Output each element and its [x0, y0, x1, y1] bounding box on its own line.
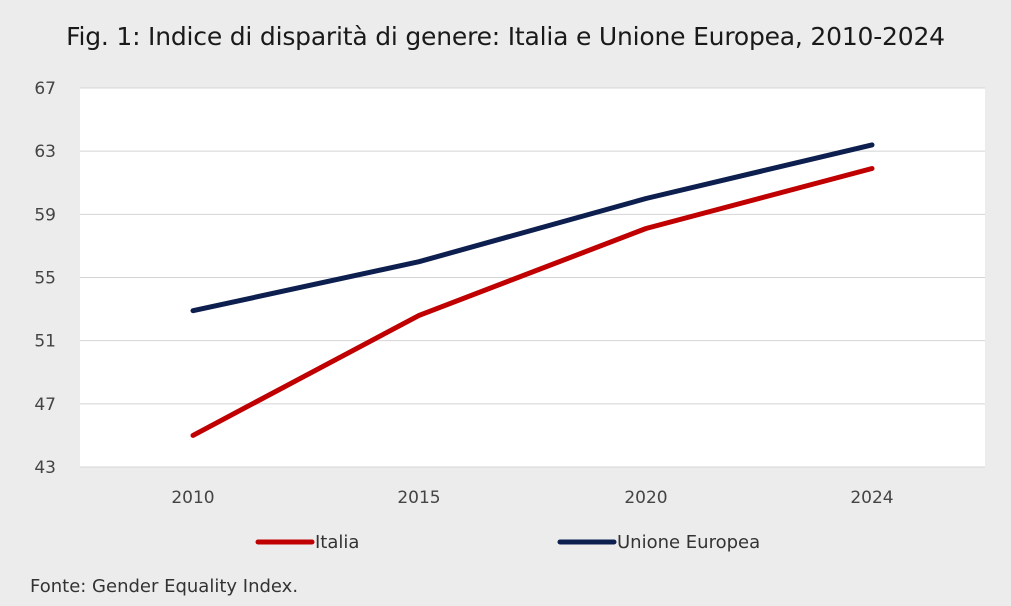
- legend-label: Italia: [315, 532, 359, 553]
- series-line-1: [190, 142, 875, 314]
- y-tick-label: 47: [34, 395, 56, 415]
- y-tick-label: 51: [34, 332, 56, 352]
- x-tick-label: 2010: [171, 488, 214, 508]
- x-tick-label: 2015: [397, 488, 440, 508]
- x-tick-label: 2020: [624, 488, 667, 508]
- series-lines: [190, 142, 875, 438]
- y-axis-ticks: 67 63 59 55 51 47 43: [34, 79, 56, 478]
- gridlines: [80, 87, 985, 468]
- y-tick-label: 63: [34, 142, 56, 162]
- series-line-0: [190, 166, 875, 438]
- legend-label: Unione Europea: [617, 532, 760, 553]
- source-note: Fonte: Gender Equality Index.: [30, 576, 299, 597]
- x-tick-label: 2024: [850, 488, 893, 508]
- y-tick-label: 43: [34, 458, 56, 478]
- y-tick-label: 67: [34, 79, 56, 99]
- y-tick-label: 59: [34, 205, 56, 225]
- legend: Italia Unione Europea: [255, 532, 760, 553]
- chart-title: Fig. 1: Indice di disparità di genere: I…: [66, 22, 945, 51]
- y-tick-label: 55: [34, 269, 56, 289]
- x-axis-ticks: 2010 2015 2020 2024: [171, 488, 893, 508]
